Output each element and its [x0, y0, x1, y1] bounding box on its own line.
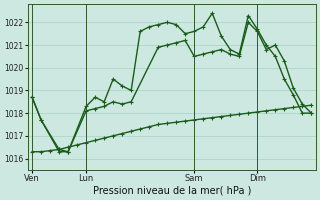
- X-axis label: Pression niveau de la mer( hPa ): Pression niveau de la mer( hPa ): [92, 186, 251, 196]
